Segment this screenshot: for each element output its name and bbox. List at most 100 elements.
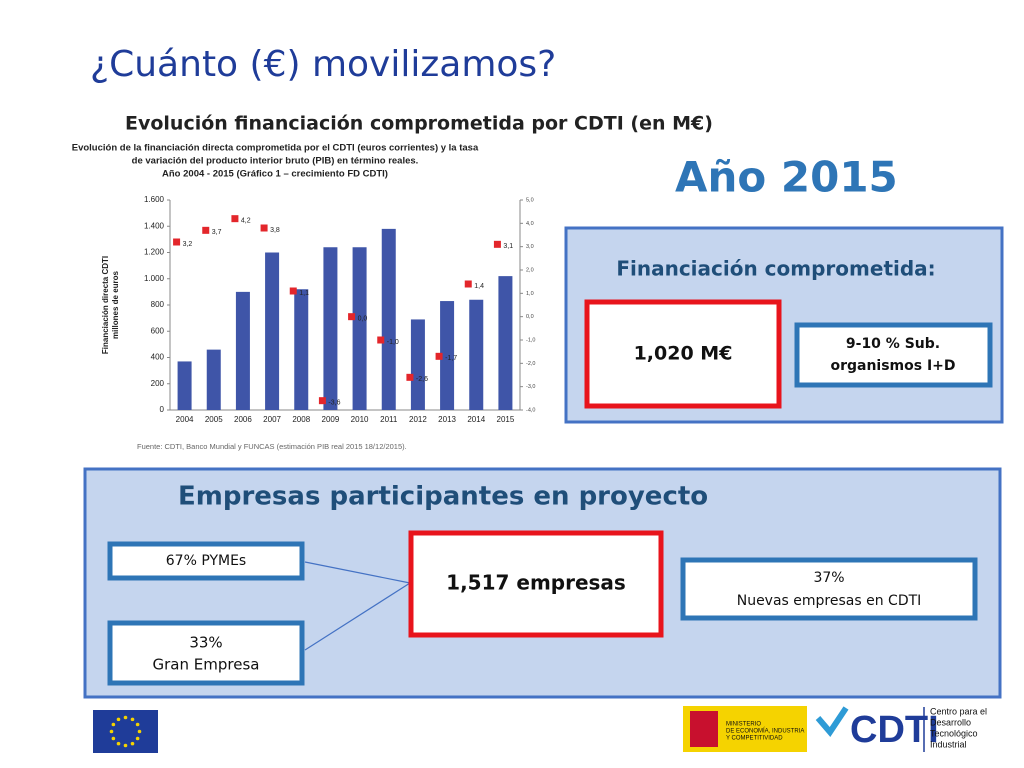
bar xyxy=(323,247,338,410)
y-tick-label: 1.200 xyxy=(144,248,165,257)
star xyxy=(130,741,135,746)
share-box xyxy=(794,322,993,388)
data-label: 4,2 xyxy=(241,218,251,225)
x-tick-label: 2012 xyxy=(409,415,427,424)
new-line: Nuevas empresas en CDTI xyxy=(737,593,922,609)
new-line: 37% xyxy=(813,570,844,586)
sme-box xyxy=(107,541,305,581)
x-tick-label: 2008 xyxy=(292,415,310,424)
amount-box xyxy=(584,299,782,409)
bar xyxy=(469,299,484,410)
data-label: 1,1 xyxy=(299,290,309,297)
y-tick-label: 600 xyxy=(151,326,165,335)
y2-tick-label: 1,0 xyxy=(526,291,534,297)
funding-heading: Financiación comprometida: xyxy=(616,257,935,281)
star xyxy=(137,729,142,734)
coat-of-arms xyxy=(690,711,718,747)
y-tick-label: 400 xyxy=(151,353,165,362)
data-label: 0,0 xyxy=(358,316,368,323)
large-line: 33% xyxy=(189,634,222,652)
data-label: 3,2 xyxy=(183,241,193,248)
x-tick-label: 2011 xyxy=(380,415,398,424)
subtitle: Evolución financiación comprometida por … xyxy=(125,113,713,135)
star xyxy=(130,717,135,722)
total: 1,517 empresas xyxy=(446,571,626,595)
marker xyxy=(260,224,268,232)
data-label: -2,6 xyxy=(416,376,428,383)
eu-stars xyxy=(109,715,142,748)
brand-line: Desarrollo xyxy=(930,717,971,727)
bar xyxy=(235,291,250,410)
marker xyxy=(377,336,385,344)
x-tick-label: 2004 xyxy=(176,415,194,424)
brand: CDTI xyxy=(850,709,939,751)
total-box xyxy=(408,530,664,638)
bar xyxy=(294,289,309,410)
marker xyxy=(435,352,443,360)
sme: 67% PYMEs xyxy=(166,553,246,569)
chart-title: Evolución de la financiación directa com… xyxy=(72,143,479,154)
marker xyxy=(202,226,210,234)
data-label: 3,8 xyxy=(270,227,280,234)
y2-tick-label: -3,0 xyxy=(526,384,535,390)
new-box xyxy=(680,557,978,621)
data-label: 3,1 xyxy=(503,243,513,250)
marker xyxy=(493,240,501,248)
marker xyxy=(289,287,297,295)
bar xyxy=(440,301,455,410)
slide-title: ¿Cuánto (€) movilizamos? xyxy=(90,44,556,85)
star xyxy=(135,736,140,741)
y2-tick-label: -1,0 xyxy=(526,337,535,343)
share-line: 9-10 % Sub. xyxy=(846,336,940,352)
data-label: 1,4 xyxy=(474,283,484,290)
y2-tick-label: -4,0 xyxy=(526,407,535,413)
star xyxy=(116,717,121,722)
year: Año 2015 xyxy=(675,153,898,202)
embedded-chart: Evolución de la financiación directa com… xyxy=(72,143,536,451)
y-axis-label: millones de euros xyxy=(111,270,120,339)
chart-title: Año 2004 - 2015 (Gráfico 1 – crecimiento… xyxy=(162,169,388,180)
large-box xyxy=(107,620,305,686)
arrow xyxy=(304,561,411,584)
y-tick-label: 1.600 xyxy=(144,195,165,204)
y-tick-label: 800 xyxy=(151,300,165,309)
y-tick-label: 1.000 xyxy=(144,274,165,283)
x-tick-label: 2010 xyxy=(351,415,369,424)
marker xyxy=(231,215,239,223)
bar xyxy=(352,247,367,410)
data-label: -3,6 xyxy=(328,400,340,407)
x-tick-label: 2009 xyxy=(322,415,340,424)
bar xyxy=(381,228,396,410)
share-line: organismos I+D xyxy=(830,358,955,374)
x-tick-label: 2005 xyxy=(205,415,223,424)
star xyxy=(123,715,128,720)
y2-tick-label: 3,0 xyxy=(526,244,534,250)
ministry-line: MINISTERIO xyxy=(726,722,761,728)
y2-tick-label: -2,0 xyxy=(526,361,535,367)
star xyxy=(111,722,116,727)
data-label: 3,7 xyxy=(212,229,222,236)
y-axis-label: Financiación directa CDTI xyxy=(101,256,110,354)
x-tick-label: 2007 xyxy=(263,415,281,424)
bar xyxy=(206,349,221,410)
data-label: -1,0 xyxy=(387,339,399,346)
marker xyxy=(318,397,326,405)
x-tick-label: 2015 xyxy=(497,415,515,424)
y-tick-label: 0 xyxy=(160,405,165,414)
chart-source: Fuente: CDTI, Banco Mundial y FUNCAS (es… xyxy=(137,442,407,451)
amount: 1,020 M€ xyxy=(634,343,733,365)
brand-line: Centro para el xyxy=(930,706,987,716)
y2-tick-label: 5,0 xyxy=(526,197,534,203)
star xyxy=(135,722,140,727)
y-tick-label: 1.400 xyxy=(144,221,165,230)
brand-line: Tecnológico xyxy=(930,728,978,738)
y2-tick-label: 0,0 xyxy=(526,314,534,320)
bar xyxy=(498,276,513,410)
x-tick-label: 2014 xyxy=(467,415,485,424)
y-tick-label: 200 xyxy=(151,379,165,388)
star xyxy=(111,736,116,741)
y2-tick-label: 4,0 xyxy=(526,221,534,227)
y2-tick-label: 2,0 xyxy=(526,267,534,273)
